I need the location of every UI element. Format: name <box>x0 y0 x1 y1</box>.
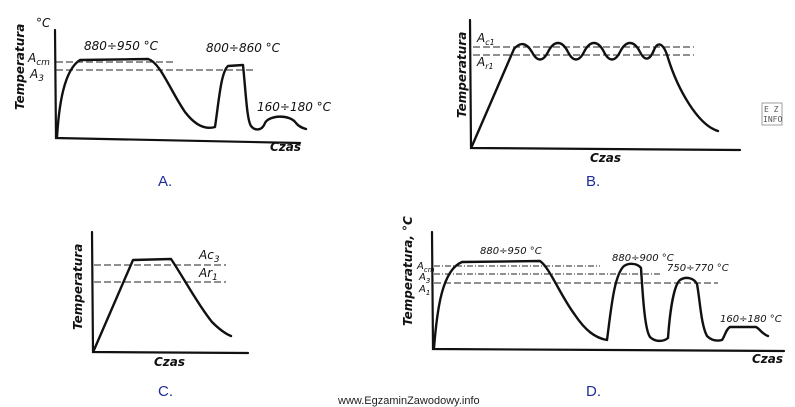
panel-a-acm-label: Acm <box>27 51 50 68</box>
panel-d-range-2-label: 880÷900 °C <box>612 253 674 264</box>
panel-c: Temperatura Ac3 Ar1 Czas C. <box>71 230 250 400</box>
panel-d-acm-label: Acm <box>416 261 435 274</box>
panel-b-axes <box>468 18 742 152</box>
panel-a-y-axis-label: Temperatura <box>13 24 27 110</box>
panel-b: Temperatura Ac1 Ar1 Czas B. <box>455 18 742 190</box>
panel-a-axes <box>53 28 302 145</box>
ez-info-logo: E Z INFO <box>761 102 782 126</box>
panel-a-a3-label: A3 <box>29 67 44 84</box>
panel-d-caption: D. <box>586 383 601 400</box>
panel-d-a3-label: A3 <box>418 272 430 285</box>
logo-line-2: INFO <box>763 115 782 124</box>
panel-d: Temperatura, °C Acm A3 A1 880÷950 °C 880… <box>401 216 786 400</box>
panel-d-a1-label: A1 <box>418 284 430 297</box>
panel-a-x-axis-label: Czas <box>270 140 301 154</box>
panel-d-axes <box>430 230 786 353</box>
panel-b-y-axis-label: Temperatura <box>455 32 469 118</box>
panel-c-ac3-label: Ac3 <box>198 248 220 265</box>
panel-a-range-2-label: 800÷860 °C <box>206 41 281 55</box>
panel-a-caption: A. <box>158 173 172 190</box>
logo-line-1: E Z <box>764 105 779 114</box>
panel-d-range-3-label: 750÷770 °C <box>667 263 729 274</box>
panel-d-range-1-label: 880÷950 °C <box>480 246 542 257</box>
panel-d-x-axis-label: Czas <box>752 352 783 366</box>
panel-b-temperature-curve <box>470 41 720 148</box>
panel-c-x-axis-label: Czas <box>154 355 185 369</box>
panel-c-axes <box>90 230 250 355</box>
panel-d-temperature-curve <box>432 259 770 350</box>
panel-c-y-axis-label: Temperatura <box>71 244 85 330</box>
panel-b-caption: B. <box>586 173 600 190</box>
panel-b-x-axis-label: Czas <box>590 151 621 165</box>
panel-d-y-axis-label: Temperatura, °C <box>401 216 415 326</box>
panel-c-caption: C. <box>158 383 173 400</box>
panel-c-ar1-label: Ar1 <box>198 266 218 283</box>
panel-a-range-3-label: 160÷180 °C <box>257 100 332 114</box>
panel-c-temperature-curve <box>92 257 233 352</box>
panel-b-ac1-label: Ac1 <box>476 31 495 47</box>
panel-a-unit-label: °C <box>36 16 51 30</box>
panel-d-range-4-label: 160÷180 °C <box>720 314 782 325</box>
footer-source-text: www.EgzaminZawodowy.info <box>337 395 480 407</box>
panel-a-range-1-label: 880÷950 °C <box>84 39 159 53</box>
panel-a-temperature-curve <box>55 57 308 139</box>
panel-b-ar1-label: Ar1 <box>476 55 494 71</box>
panel-a: °C Temperatura Acm A3 880÷950 °C 800÷860… <box>13 16 332 190</box>
